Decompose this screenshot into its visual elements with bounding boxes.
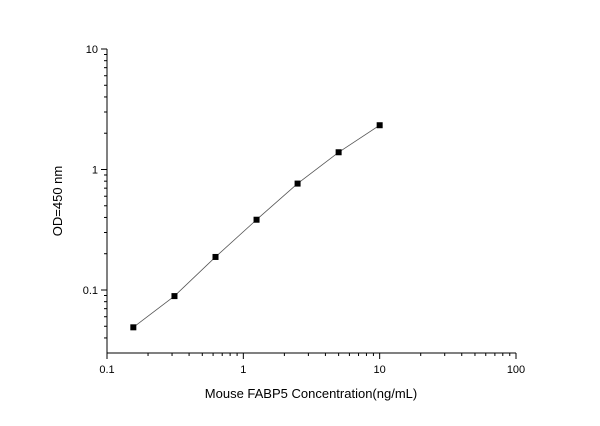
data-point <box>335 149 342 156</box>
data-point <box>253 216 260 223</box>
y-tick-label: 10 <box>86 44 98 56</box>
y-tick-label: 0.1 <box>83 285 98 297</box>
x-tick-label: 100 <box>507 364 525 376</box>
y-axis-title: OD=450 nm <box>50 166 65 236</box>
x-axis-title: Mouse FABP5 Concentration(ng/mL) <box>205 386 417 401</box>
x-tick-label: 10 <box>374 364 386 376</box>
x-tick-label: 0.1 <box>99 364 114 376</box>
data-point <box>294 180 301 187</box>
x-tick-label: 1 <box>240 364 246 376</box>
fit-line <box>133 124 380 328</box>
data-point <box>376 122 383 129</box>
y-tick-label: 1 <box>92 164 98 176</box>
data-point <box>171 293 178 300</box>
data-point <box>130 324 137 331</box>
data-point <box>212 253 219 260</box>
